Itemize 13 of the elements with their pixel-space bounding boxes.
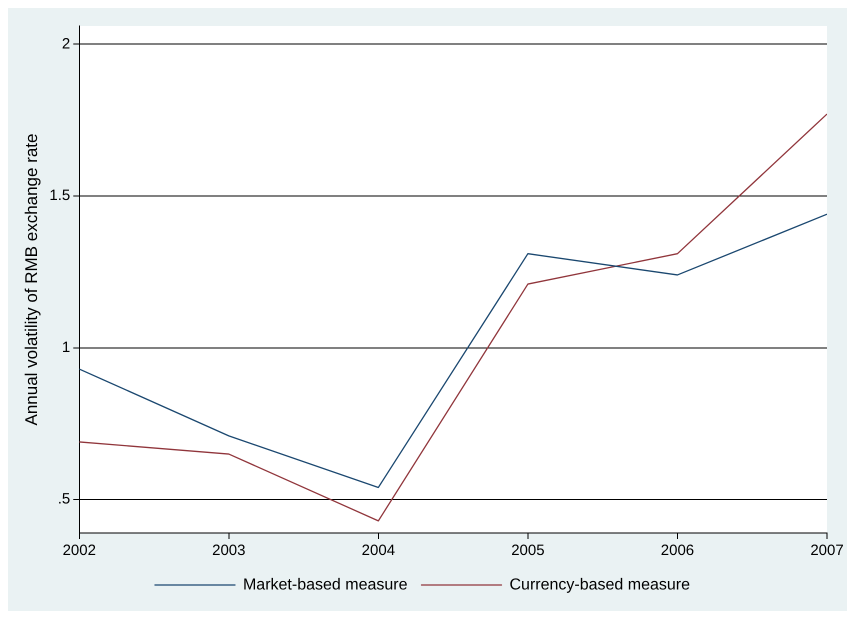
x-tick-label: 2007 [810, 542, 844, 560]
y-tick-label: .5 [58, 490, 70, 508]
y-tick-label: 2 [62, 35, 70, 52]
x-tick-label: 2006 [660, 542, 694, 560]
legend-label: Currency-based measure [509, 576, 690, 594]
legend-label: Market-based measure [242, 576, 408, 594]
x-tick-label: 2005 [511, 542, 545, 560]
y-axis-title: Annual volatility of RMB exchange rate [22, 134, 41, 426]
x-tick-label: 2004 [362, 542, 396, 560]
y-tick-label: 1 [62, 338, 70, 356]
x-tick-label: 2003 [212, 542, 246, 560]
x-tick-label: 2002 [62, 542, 96, 560]
y-tick-label: 1.5 [49, 187, 70, 204]
